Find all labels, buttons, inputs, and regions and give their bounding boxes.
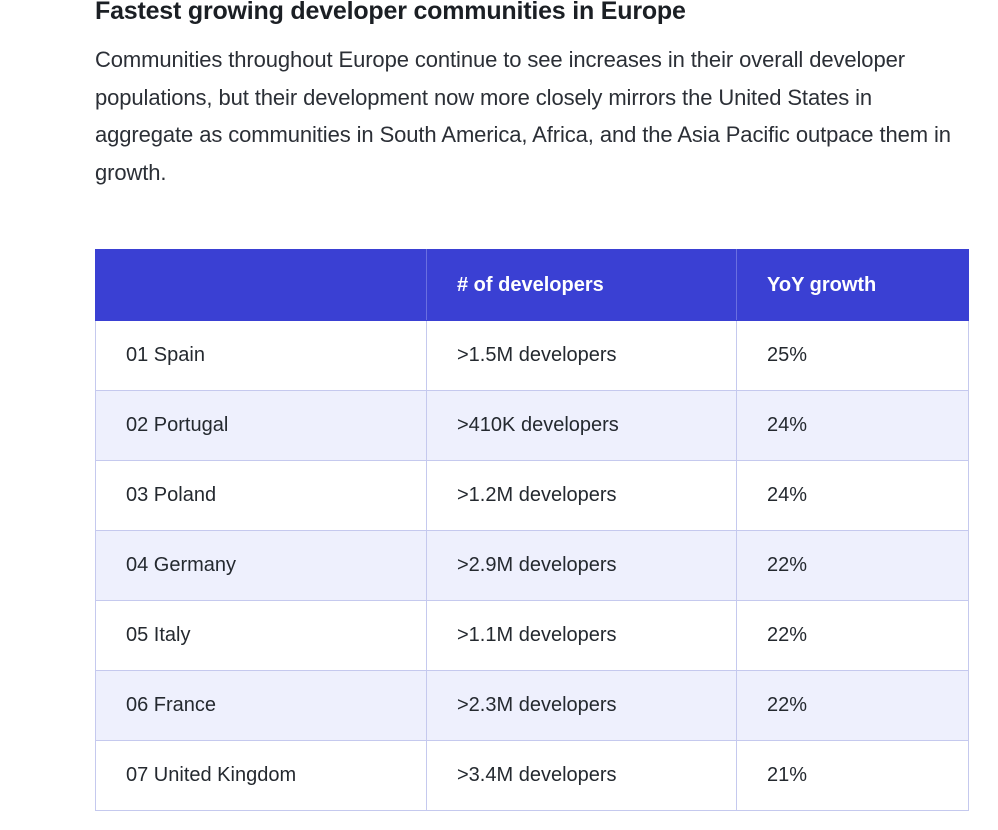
intro-paragraph: Communities throughout Europe continue t… <box>95 47 951 185</box>
developers-cell: >1.5M developers <box>426 320 737 391</box>
country-cell: 02 Portugal <box>95 390 427 461</box>
country-cell: 07 United Kingdom <box>95 740 427 811</box>
country-cell: 03 Poland <box>95 460 427 531</box>
developer-growth-table: # of developers YoY growth 01 Spain >1.5… <box>95 249 969 811</box>
developers-cell: >1.2M developers <box>426 460 737 531</box>
growth-cell: 25% <box>736 320 969 391</box>
header-developers: # of developers <box>426 249 737 321</box>
developers-cell: >410K developers <box>426 390 737 461</box>
country-cell: 01 Spain <box>95 320 427 391</box>
table-row: 06 France >2.3M developers 22% <box>95 670 969 741</box>
table-row: 01 Spain >1.5M developers 25% <box>95 320 969 391</box>
country-cell: 04 Germany <box>95 530 427 601</box>
growth-cell: 22% <box>736 530 969 601</box>
table-row: 07 United Kingdom >3.4M developers 21% <box>95 740 969 811</box>
table-body: 01 Spain >1.5M developers 25% 02 Portuga… <box>95 320 969 811</box>
section-title: Fastest growing developer communities in… <box>95 0 686 25</box>
developers-cell: >2.9M developers <box>426 530 737 601</box>
table-header: # of developers YoY growth <box>95 249 969 321</box>
developers-cell: >2.3M developers <box>426 670 737 741</box>
table-row: 02 Portugal >410K developers 24% <box>95 390 969 461</box>
developers-cell: >1.1M developers <box>426 600 737 671</box>
growth-cell: 24% <box>736 460 969 531</box>
table-row: 03 Poland >1.2M developers 24% <box>95 460 969 531</box>
growth-cell: 21% <box>736 740 969 811</box>
growth-cell: 22% <box>736 670 969 741</box>
header-country <box>95 249 427 321</box>
country-cell: 05 Italy <box>95 600 427 671</box>
country-cell: 06 France <box>95 670 427 741</box>
growth-cell: 24% <box>736 390 969 461</box>
table-row: 05 Italy >1.1M developers 22% <box>95 600 969 671</box>
developers-cell: >3.4M developers <box>426 740 737 811</box>
table-row: 04 Germany >2.9M developers 22% <box>95 530 969 601</box>
growth-cell: 22% <box>736 600 969 671</box>
table-header-row: # of developers YoY growth <box>95 249 969 321</box>
header-growth: YoY growth <box>736 249 969 321</box>
